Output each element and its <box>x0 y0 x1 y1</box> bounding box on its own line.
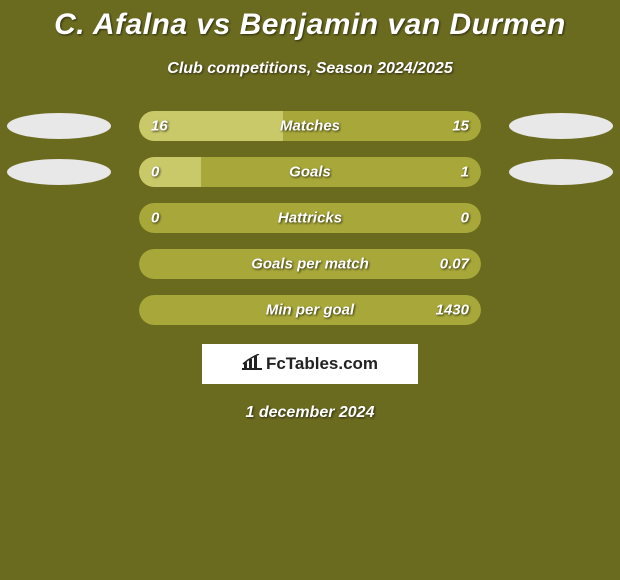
bar-chart-icon <box>242 354 262 375</box>
bar-fill-left <box>139 157 201 187</box>
stat-right-value: 0 <box>461 210 469 227</box>
stat-right-value: 1 <box>461 164 469 181</box>
player-left-badge <box>7 159 111 185</box>
date-label: 1 december 2024 <box>0 404 620 422</box>
stat-label: Goals per match <box>251 256 369 273</box>
stat-bar: 0 Goals 1 <box>139 157 481 187</box>
logo-text: FcTables.com <box>266 354 378 374</box>
stat-label: Matches <box>280 118 340 135</box>
page-title: C. Afalna vs Benjamin van Durmen <box>0 8 620 42</box>
player-right-badge <box>509 113 613 139</box>
stat-label: Hattricks <box>278 210 342 227</box>
stats-chart: 16 Matches 15 0 Goals 1 0 Hattricks 0 Goals per m… <box>0 110 620 326</box>
stat-left-value: 16 <box>151 118 168 135</box>
stat-right-value: 0.07 <box>440 256 469 273</box>
stat-left-value: 0 <box>151 210 159 227</box>
stat-row: Goals per match 0.07 <box>0 248 620 280</box>
subtitle: Club competitions, Season 2024/2025 <box>0 60 620 78</box>
logo: FcTables.com <box>242 354 378 375</box>
stat-bar: Min per goal 1430 <box>139 295 481 325</box>
stat-row: 0 Goals 1 <box>0 156 620 188</box>
stat-row: 16 Matches 15 <box>0 110 620 142</box>
stat-left-value: 0 <box>151 164 159 181</box>
stat-right-value: 15 <box>452 118 469 135</box>
stat-label: Min per goal <box>266 302 354 319</box>
stat-row: Min per goal 1430 <box>0 294 620 326</box>
stat-right-value: 1430 <box>436 302 469 319</box>
stat-label: Goals <box>289 164 331 181</box>
stat-bar: 16 Matches 15 <box>139 111 481 141</box>
player-left-badge <box>7 113 111 139</box>
comparison-widget: C. Afalna vs Benjamin van Durmen Club co… <box>0 0 620 422</box>
logo-box: FcTables.com <box>202 344 418 384</box>
stat-row: 0 Hattricks 0 <box>0 202 620 234</box>
player-right-badge <box>509 159 613 185</box>
stat-bar: 0 Hattricks 0 <box>139 203 481 233</box>
stat-bar: Goals per match 0.07 <box>139 249 481 279</box>
